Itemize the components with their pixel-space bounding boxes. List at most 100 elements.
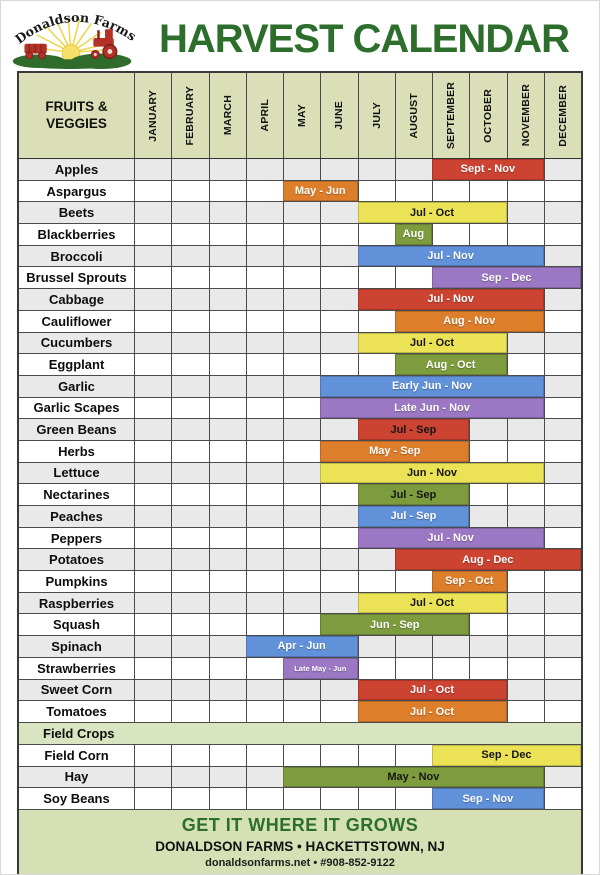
- crop-name: Herbs: [19, 440, 134, 462]
- harvest-bar: Sep - Nov: [432, 788, 544, 809]
- crop-name: Peppers: [19, 527, 134, 549]
- month-cell: [134, 701, 172, 722]
- month-cell: [357, 571, 395, 592]
- month-cell: [543, 592, 581, 614]
- month-cell: [543, 571, 581, 592]
- crop-row: Beets Jul - Oct: [19, 201, 581, 224]
- month-cell: [171, 788, 209, 809]
- month-cell: [543, 614, 581, 636]
- month-header-cell: JUNE: [320, 73, 358, 158]
- harvest-bar: Jun - Nov: [320, 462, 544, 484]
- crop-name: Peaches: [19, 506, 134, 527]
- month-cell: [245, 614, 283, 636]
- month-cell: [543, 354, 581, 375]
- month-cell: [171, 419, 209, 440]
- month-cell: [134, 332, 172, 354]
- month-cell: [357, 180, 395, 202]
- month-cell: [245, 224, 283, 245]
- crop-row: Raspberries Jul - Oct: [19, 591, 581, 614]
- harvest-table: FRUITS & VEGGIES JANUARY FEBRUARY MARCH APR…: [17, 71, 583, 874]
- month-cell: [506, 224, 544, 245]
- month-cell: [171, 440, 209, 462]
- crop-row: Field Corn Sep - Dec: [19, 743, 581, 766]
- month-cell: [506, 657, 544, 679]
- crop-row: Lettuce Jun - Nov: [19, 461, 581, 484]
- crop-row: Broccoli Jul - Nov: [19, 244, 581, 267]
- month-cell: [171, 159, 209, 180]
- masthead: Donaldson Farms HARVEST CALENDAR: [1, 1, 599, 71]
- crop-row: Strawberries Late May - Jun: [19, 656, 581, 679]
- crop-row: Sweet Corn Jul - Oct: [19, 678, 581, 701]
- harvest-bar: Sep - Dec: [432, 267, 581, 289]
- month-cell: [134, 354, 172, 375]
- harvest-bar: May - Jun: [283, 180, 358, 202]
- month-cell: [543, 180, 581, 202]
- crop-name: Hay: [19, 766, 134, 788]
- crop-name: Cauliflower: [19, 310, 134, 332]
- month-cell: [134, 679, 172, 701]
- month-cell: [171, 571, 209, 592]
- month-cell: [208, 766, 246, 788]
- month-cell: [134, 506, 172, 527]
- month-cell: [171, 766, 209, 788]
- month-cell: [320, 549, 358, 571]
- footer-slogan: GET IT WHERE IT GROWS: [181, 814, 419, 835]
- month-cell: [394, 571, 432, 592]
- month-cell: [283, 289, 321, 310]
- month-cell: [283, 744, 321, 766]
- month-cell: [506, 180, 544, 202]
- month-cell: [245, 592, 283, 614]
- corner-header-cell: FRUITS & VEGGIES: [19, 73, 134, 158]
- crop-row: Soy Beans Sep - Nov: [19, 787, 581, 809]
- month-cell: [320, 224, 358, 245]
- crop-row: Tomatoes Jul - Oct: [19, 700, 581, 722]
- month-cell: [506, 679, 544, 701]
- crop-name: Brussel Sprouts: [19, 267, 134, 289]
- harvest-bar: Jul - Sep: [357, 419, 470, 440]
- month-cell: [208, 354, 246, 375]
- month-cell: [171, 375, 209, 397]
- month-cell: [171, 267, 209, 289]
- month-cell: [469, 636, 507, 657]
- harvest-bar: Sep - Oct: [432, 571, 507, 592]
- month-cell: [357, 224, 395, 245]
- month-cell: [134, 440, 172, 462]
- month-cell: [432, 636, 470, 657]
- month-cell: [506, 354, 544, 375]
- month-cell: [134, 159, 172, 180]
- month-cell: [543, 527, 581, 549]
- month-cell: [543, 766, 581, 788]
- month-cell: [245, 549, 283, 571]
- harvest-bar: Aug: [394, 224, 432, 245]
- month-cell: [283, 267, 321, 289]
- month-cell: [134, 549, 172, 571]
- month-cell: [245, 419, 283, 440]
- crop-row: Nectarines Jul - Sep: [19, 483, 581, 505]
- crop-row: Blackberries Aug: [19, 223, 581, 245]
- month-cell: [134, 766, 172, 788]
- month-cell: [506, 701, 544, 722]
- month-cell: [320, 506, 358, 527]
- month-cell: [171, 397, 209, 419]
- month-cell: [283, 571, 321, 592]
- month-cell: [171, 549, 209, 571]
- month-label: JUNE: [333, 101, 346, 130]
- month-cell: [543, 245, 581, 267]
- month-cell: [134, 397, 172, 419]
- month-cell: [208, 180, 246, 202]
- month-cell: [469, 180, 507, 202]
- month-cell: [506, 202, 544, 224]
- crop-name: Field Corn: [19, 744, 134, 766]
- crop-row: Garlic Scapes Late Jun - Nov: [19, 396, 581, 419]
- harvest-bar: Sep - Dec: [432, 744, 581, 766]
- month-cell: [543, 701, 581, 722]
- month-label: AUGUST: [407, 92, 420, 139]
- month-cell: [171, 592, 209, 614]
- harvest-bar: Apr - Jun: [245, 636, 358, 657]
- month-cell: [283, 397, 321, 419]
- month-cell: [208, 159, 246, 180]
- month-cell: [283, 592, 321, 614]
- month-cell: [320, 571, 358, 592]
- month-cell: [357, 354, 395, 375]
- month-header-cell: AUGUST: [394, 73, 432, 158]
